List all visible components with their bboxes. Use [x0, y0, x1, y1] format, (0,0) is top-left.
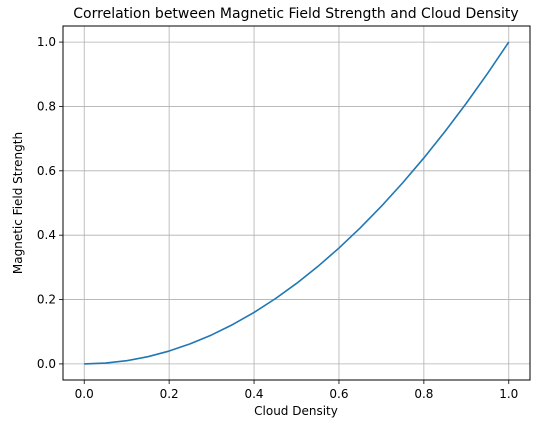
y-tick-label: 0.0	[37, 357, 56, 371]
series-line-0	[84, 41, 510, 365]
x-tick-label: 1.0	[499, 387, 518, 401]
x-tick-label: 0.6	[329, 387, 348, 401]
y-tick-label: 0.6	[37, 164, 56, 178]
x-axis-ticks: 0.0 0.2 0.4 0.6 0.8 1.0	[75, 380, 518, 401]
y-axis-ticks: 0.0 0.2 0.4 0.6 0.8 1.0	[37, 35, 63, 371]
x-tick-label: 0.4	[244, 387, 263, 401]
x-axis-label: Cloud Density	[254, 404, 338, 418]
x-tick-label: 0.2	[160, 387, 179, 401]
y-tick-label: 0.8	[37, 99, 56, 113]
y-tick-label: 0.4	[37, 228, 56, 242]
y-tick-label: 0.2	[37, 293, 56, 307]
grid	[63, 26, 530, 380]
plot-frame	[62, 25, 531, 381]
series-layer	[84, 41, 510, 365]
chart-title: Correlation between Magnetic Field Stren…	[73, 6, 518, 22]
y-axis-label: Magnetic Field Strength	[11, 132, 25, 274]
y-tick-label: 1.0	[37, 35, 56, 49]
x-tick-label: 0.0	[75, 387, 94, 401]
x-tick-label: 0.8	[414, 387, 433, 401]
